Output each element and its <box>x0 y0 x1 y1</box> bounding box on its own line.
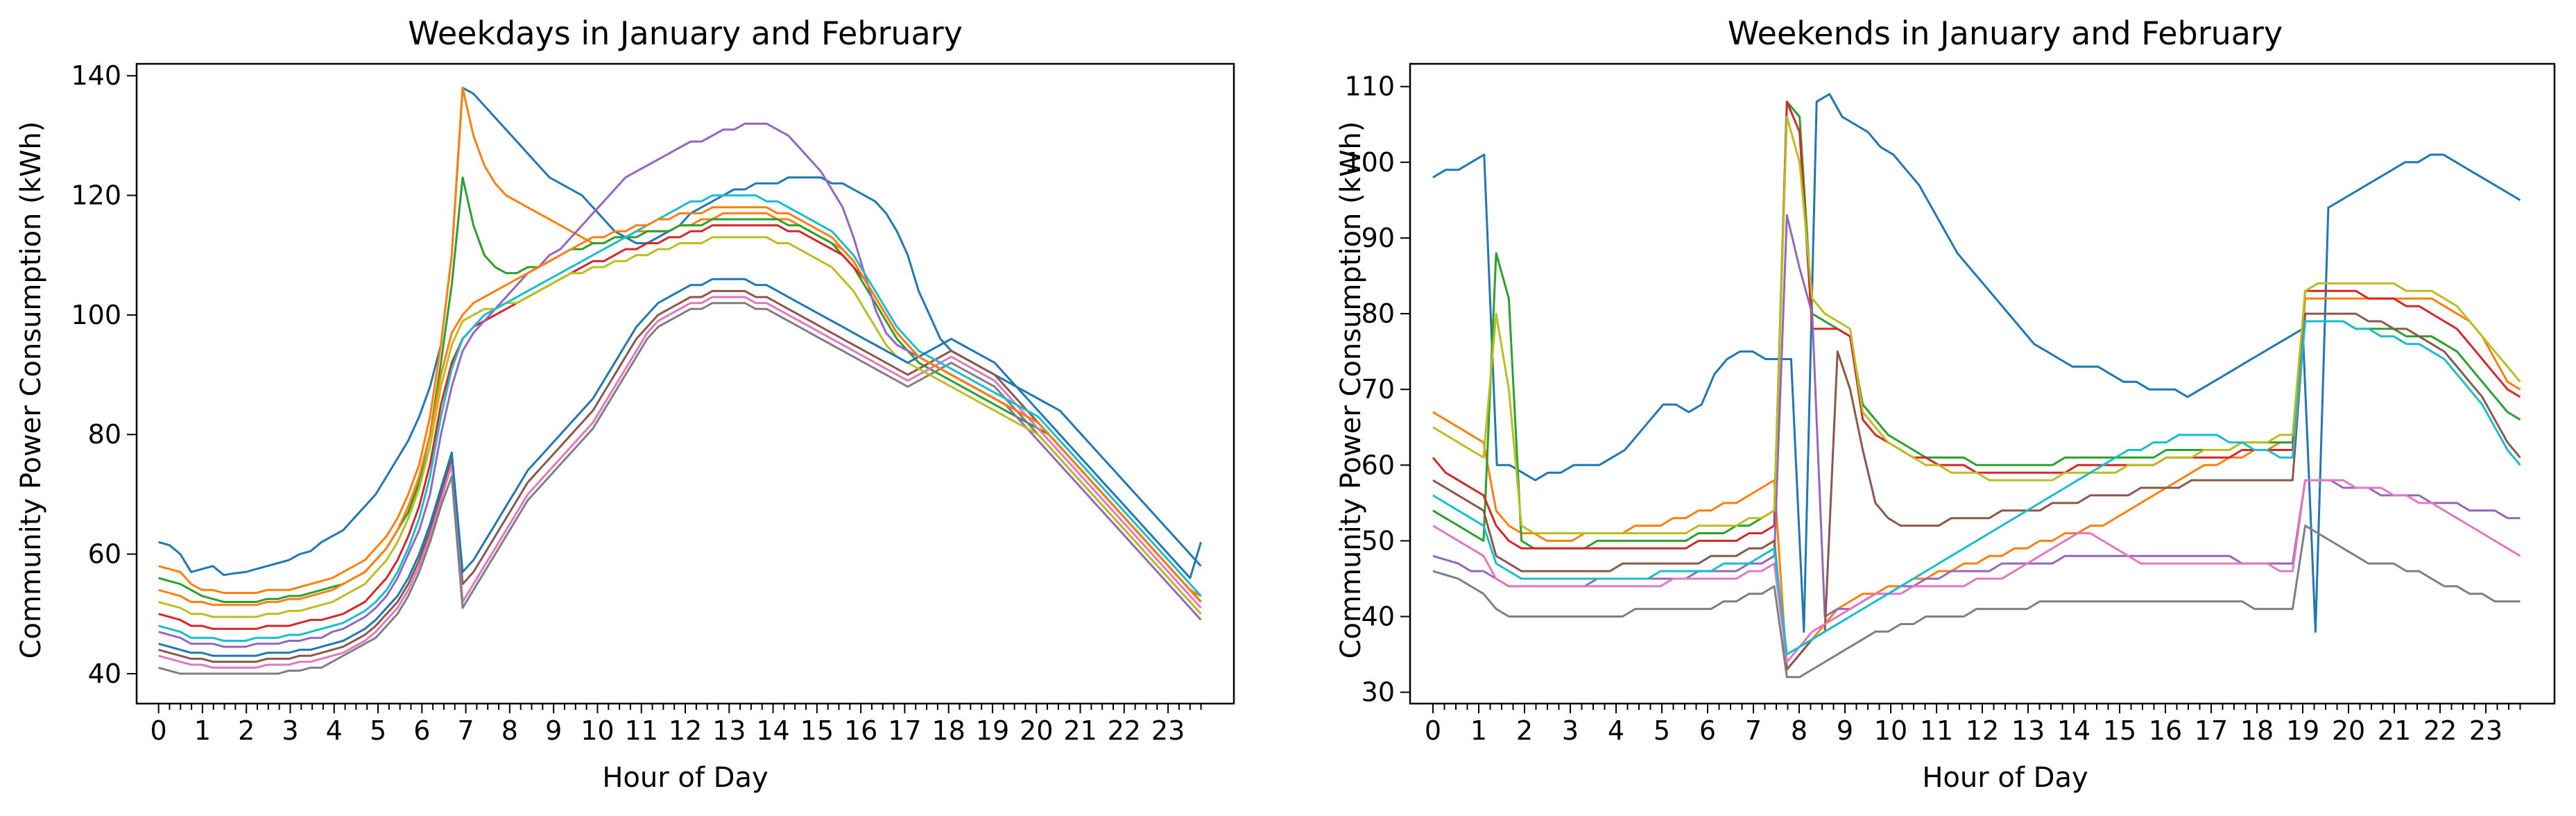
x-tick-label: 17 <box>2195 715 2228 746</box>
x-tick-label: 15 <box>2103 715 2136 746</box>
y-tick-label: 120 <box>71 180 121 211</box>
x-tick-label: 1 <box>194 715 211 746</box>
x-tick-label: 7 <box>1745 715 1762 746</box>
x-tick-label: 10 <box>581 715 614 746</box>
x-tick-label: 6 <box>413 715 430 746</box>
x-tick-label: 6 <box>1699 715 1716 746</box>
y-axis-label: Community Power Consumption (kWh) <box>1335 121 1367 659</box>
x-tick-label: 2 <box>238 715 255 746</box>
y-tick-label: 110 <box>1344 71 1395 102</box>
x-tick-label: 19 <box>976 715 1009 746</box>
x-tick-label: 0 <box>151 715 167 746</box>
y-tick-label: 140 <box>71 60 121 91</box>
x-tick-label: 8 <box>501 715 518 746</box>
series-line <box>1432 479 2521 663</box>
series-line <box>158 194 1202 642</box>
y-tick-label: 70 <box>1362 374 1395 405</box>
x-tick-label: 16 <box>844 715 877 746</box>
x-tick-label: 21 <box>2378 715 2411 746</box>
x-tick-label: 2 <box>1516 715 1533 746</box>
x-tick-label: 12 <box>1966 715 1999 746</box>
series-line <box>1432 525 2521 679</box>
x-tick-label: 9 <box>1837 715 1853 746</box>
x-tick-label: 14 <box>2057 715 2090 746</box>
x-tick-label: 20 <box>1020 715 1053 746</box>
plot-frame <box>135 62 1235 705</box>
y-tick-label: 100 <box>1344 147 1395 178</box>
weekend-chart: Weekends in January and February Communi… <box>1335 15 2556 794</box>
y-axis-label: Community Power Consumption (kWh) <box>15 121 47 659</box>
x-tick-label: 0 <box>1425 715 1441 746</box>
y-tick-label: 100 <box>71 300 121 330</box>
y-tick-label: 40 <box>1362 602 1395 632</box>
series-line <box>158 224 1202 630</box>
tick-group: 0 1 2 3 4 5 6 7 8 9 10 11 12 13 14 15 16 17 18 19 20 21 22 2330… <box>1344 71 2521 746</box>
y-tick-label: 80 <box>1362 298 1395 329</box>
y-tick-label: 60 <box>88 539 121 570</box>
x-tick-label: 16 <box>2149 715 2182 746</box>
x-tick-label: 15 <box>800 715 834 746</box>
series-line <box>158 236 1202 618</box>
x-tick-label: 23 <box>1151 715 1185 746</box>
tick-group: 0 1 2 3 4 5 6 7 8 9 10 11 12 13 14 15 16 17 18 19 20 21 22 2340… <box>71 60 1202 746</box>
chart-title: Weekdays in January and February <box>408 15 963 52</box>
x-tick-label: 5 <box>1654 715 1670 746</box>
weekday-chart: Weekdays in January and February Communi… <box>15 15 1235 794</box>
x-tick-label: 7 <box>458 715 474 746</box>
x-tick-label: 14 <box>756 715 789 746</box>
x-tick-label: 11 <box>625 715 658 746</box>
series-line <box>158 87 1202 577</box>
x-tick-label: 13 <box>712 715 746 746</box>
x-tick-label: 11 <box>1920 715 1953 746</box>
x-tick-label: 19 <box>2286 715 2319 746</box>
series-line <box>158 122 1202 648</box>
series-group <box>1432 93 2521 679</box>
x-tick-label: 20 <box>2332 715 2365 746</box>
x-tick-label: 3 <box>282 715 298 746</box>
series-line <box>1432 101 2521 550</box>
x-axis-label: Hour of Day <box>602 762 768 794</box>
x-tick-label: 17 <box>888 715 921 746</box>
x-tick-label: 3 <box>1562 715 1579 746</box>
x-tick-label: 21 <box>1063 715 1097 746</box>
series-line <box>158 176 1202 603</box>
series-line <box>158 278 1202 657</box>
x-tick-label: 12 <box>669 715 702 746</box>
series-line <box>1432 93 2521 633</box>
x-tick-label: 8 <box>1791 715 1808 746</box>
series-line <box>1432 297 2521 671</box>
y-tick-label: 40 <box>88 658 121 689</box>
x-tick-label: 10 <box>1874 715 1907 746</box>
x-tick-label: 22 <box>2423 715 2457 746</box>
y-tick-label: 30 <box>1362 677 1395 708</box>
x-tick-label: 18 <box>2240 715 2274 746</box>
x-tick-label: 5 <box>370 715 386 746</box>
y-tick-label: 80 <box>88 419 121 450</box>
series-line <box>158 87 1202 597</box>
x-tick-label: 22 <box>1108 715 1141 746</box>
x-tick-label: 13 <box>2011 715 2045 746</box>
chart-title: Weekends in January and February <box>1728 15 2283 52</box>
x-tick-label: 23 <box>2469 715 2502 746</box>
y-tick-label: 60 <box>1362 450 1395 480</box>
series-line <box>158 206 1202 606</box>
series-line <box>1432 312 2521 671</box>
y-tick-label: 90 <box>1362 223 1395 253</box>
series-line <box>158 296 1202 669</box>
series-line <box>1432 115 2521 534</box>
series-group <box>158 87 1202 675</box>
x-tick-label: 4 <box>1608 715 1624 746</box>
series-line <box>158 302 1202 675</box>
x-tick-label: 9 <box>545 715 562 746</box>
y-tick-label: 50 <box>1362 525 1395 556</box>
x-axis-label: Hour of Day <box>1922 762 2088 794</box>
x-tick-label: 1 <box>1470 715 1487 746</box>
x-tick-label: 4 <box>326 715 343 746</box>
plot-frame <box>1409 62 2556 705</box>
x-tick-label: 18 <box>932 715 965 746</box>
series-line <box>1432 320 2521 656</box>
series-line <box>1432 101 2521 550</box>
